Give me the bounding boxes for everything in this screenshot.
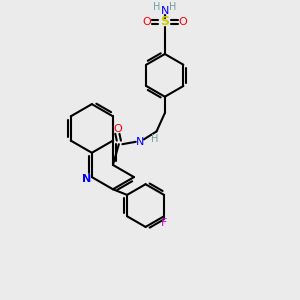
Text: N: N <box>82 175 91 184</box>
Text: N: N <box>160 6 169 16</box>
Text: H: H <box>151 134 158 144</box>
Text: F: F <box>161 218 167 228</box>
Text: O: O <box>179 17 188 27</box>
Text: O: O <box>113 124 122 134</box>
Text: N: N <box>136 137 144 147</box>
Text: S: S <box>160 16 169 28</box>
Text: H: H <box>153 2 160 11</box>
Text: O: O <box>142 17 151 27</box>
Text: H: H <box>169 2 177 11</box>
